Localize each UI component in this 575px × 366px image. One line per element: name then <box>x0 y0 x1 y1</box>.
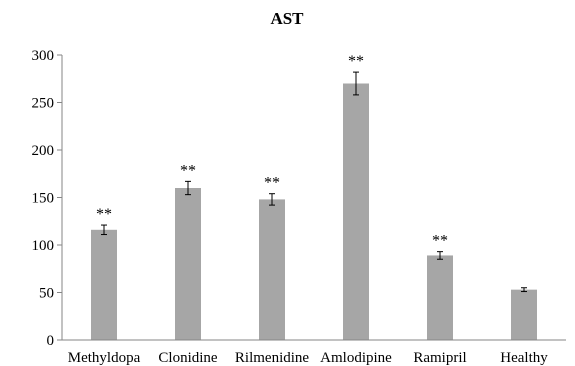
significance-label: ** <box>180 162 196 179</box>
significance-labels: ** ** ** ** ** <box>96 53 448 250</box>
y-tick-label: 100 <box>32 238 55 254</box>
bar-rilmenidine <box>259 199 285 340</box>
y-tick-label: 0 <box>47 333 55 349</box>
x-tick-label: Clonidine <box>158 350 218 366</box>
y-tick-label: 150 <box>32 191 55 207</box>
bar-clonidine <box>175 188 201 340</box>
x-tick-label: Healthy <box>500 350 548 366</box>
y-tick-label: 300 <box>32 48 55 64</box>
y-tick-label: 200 <box>32 143 55 159</box>
significance-label: ** <box>432 233 448 250</box>
bar-amlodipine <box>343 83 369 340</box>
significance-label: ** <box>264 175 280 192</box>
bars <box>91 83 537 340</box>
y-tick-label: 250 <box>32 96 55 112</box>
bar-healthy <box>511 289 537 340</box>
chart-title: AST <box>270 9 304 28</box>
bar-methyldopa <box>91 229 117 340</box>
significance-label: ** <box>348 53 364 70</box>
x-tick-label: Ramipril <box>413 350 466 366</box>
error-bars <box>101 71 527 293</box>
significance-label: ** <box>96 206 112 223</box>
bar-ramipril <box>427 255 453 340</box>
x-axis-labels: Methyldopa Clonidine Rilmenidine Amlodipine… <box>68 350 548 366</box>
y-tick-label: 50 <box>39 286 54 302</box>
x-tick-label: Methyldopa <box>68 350 141 366</box>
x-tick-label: Amlodipine <box>320 350 392 366</box>
x-tick-label: Rilmenidine <box>235 350 310 366</box>
y-axis-ticks: 0 50 100 150 200 250 300 <box>32 48 62 349</box>
